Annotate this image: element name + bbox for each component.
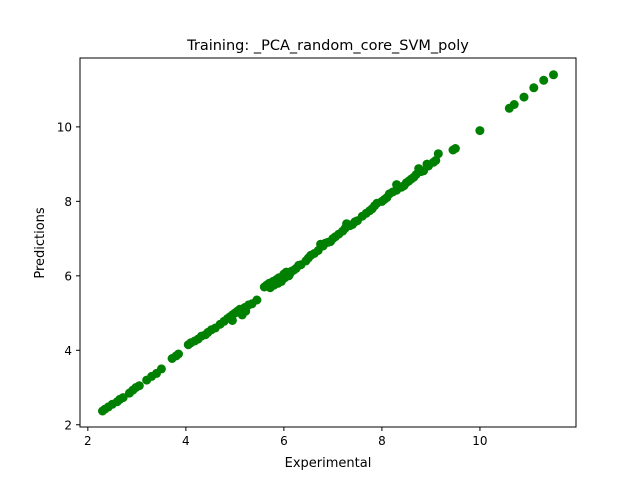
x-tick-label: 8 (378, 434, 386, 448)
y-tick-label: 4 (64, 344, 72, 358)
x-tick-label: 4 (182, 434, 190, 448)
data-point (174, 349, 183, 359)
data-point (241, 306, 251, 316)
y-axis: 2 4 6 8 10 (57, 120, 80, 432)
y-tick-label: 10 (57, 120, 72, 134)
data-point (450, 144, 460, 153)
data-point (118, 393, 128, 403)
x-tick-label: 10 (472, 434, 487, 448)
data-point (539, 75, 549, 85)
chart-title: Training: _PCA_random_core_SVM_poly (186, 38, 469, 54)
data-point (529, 83, 539, 93)
x-tick-label: 6 (280, 434, 288, 448)
data-point (519, 92, 529, 102)
data-point (134, 381, 144, 391)
data-point (227, 316, 237, 325)
y-tick-label: 2 (64, 418, 72, 432)
data-point (475, 126, 485, 136)
plot-frame (79, 57, 577, 428)
x-tick-label: 2 (84, 434, 92, 448)
y-axis-label: Predictions (33, 207, 48, 279)
data-point (392, 180, 402, 190)
data-point (252, 295, 262, 305)
x-axis: 2 4 6 8 10 (84, 427, 488, 448)
data-point (433, 149, 443, 159)
data-point (549, 70, 558, 80)
x-axis-label: Experimental (285, 456, 372, 471)
y-tick-label: 8 (64, 195, 72, 209)
y-tick-label: 6 (64, 269, 72, 283)
data-point (509, 100, 519, 109)
data-point (156, 364, 166, 374)
data-points (98, 70, 558, 416)
